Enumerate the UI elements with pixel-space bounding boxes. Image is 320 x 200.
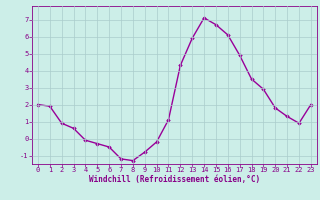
X-axis label: Windchill (Refroidissement éolien,°C): Windchill (Refroidissement éolien,°C) xyxy=(89,175,260,184)
